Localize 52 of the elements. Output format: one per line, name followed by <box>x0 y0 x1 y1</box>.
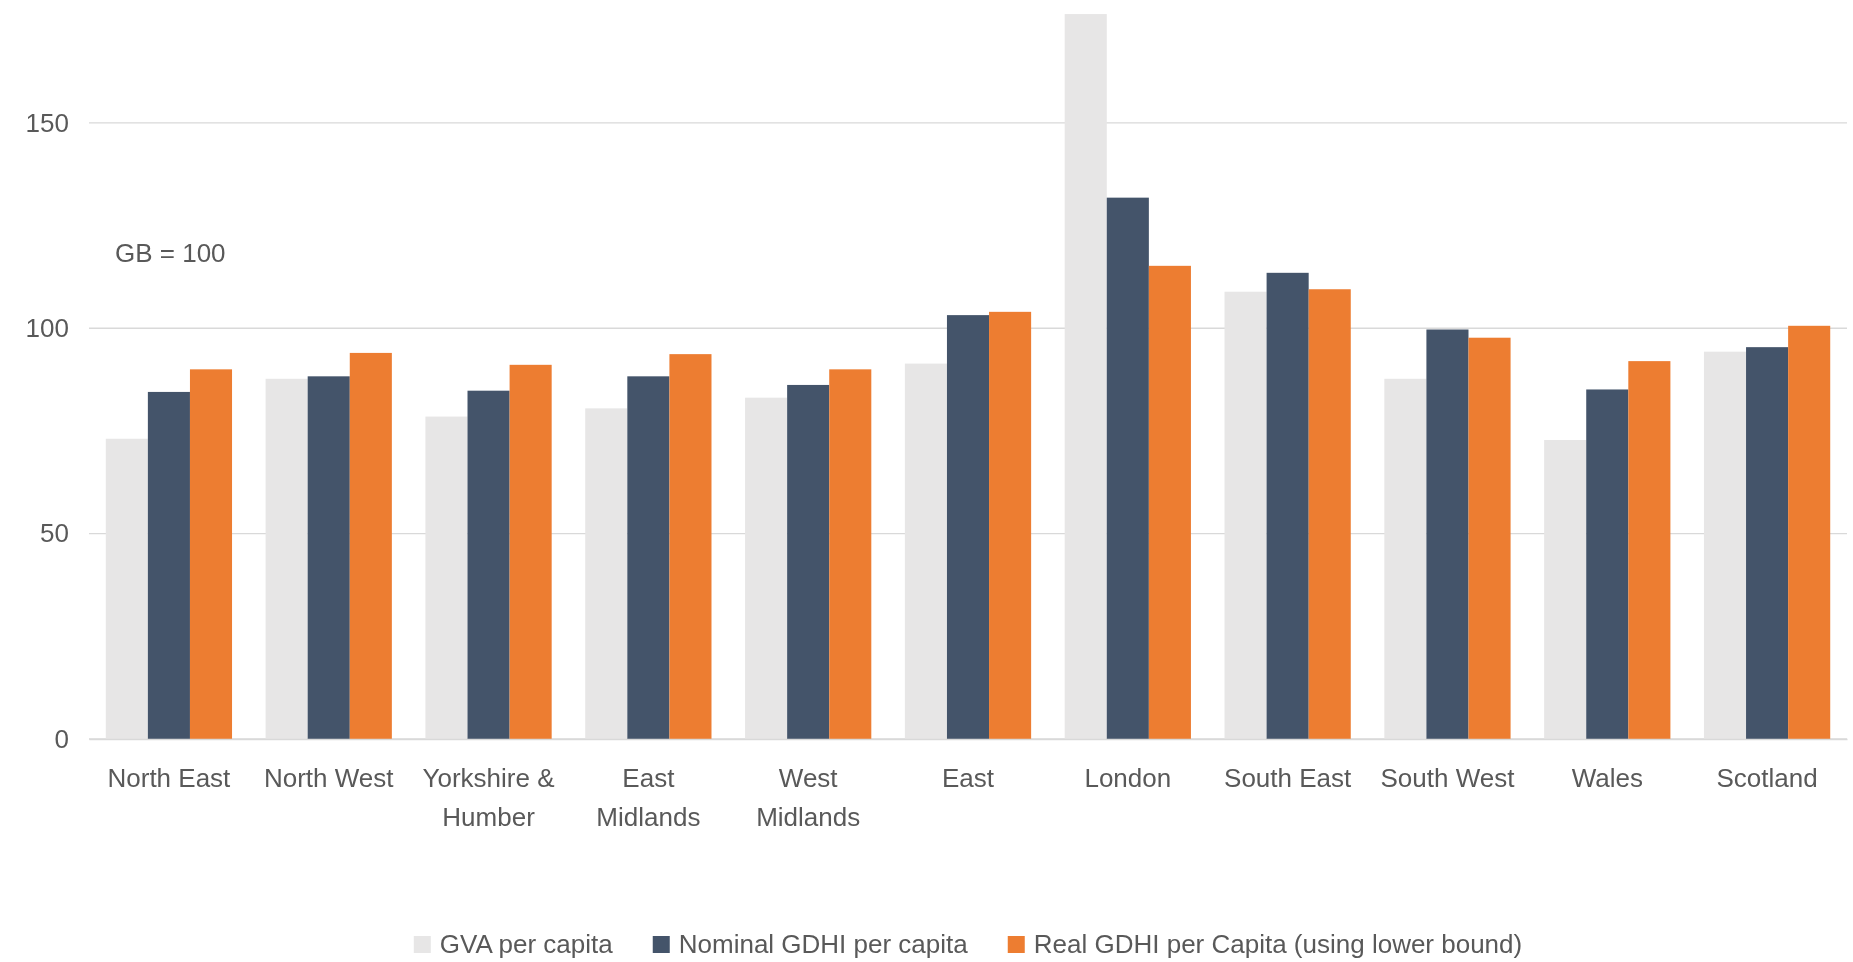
x-tick-label: Wales <box>1571 763 1643 793</box>
x-tick-label: West Midlands <box>756 763 861 832</box>
bar <box>1384 378 1427 739</box>
x-tick-label: London <box>1084 763 1172 793</box>
bar <box>1224 291 1267 739</box>
bar <box>1628 361 1671 739</box>
y-tick-label: 50 <box>40 518 69 549</box>
bar <box>1064 14 1107 739</box>
bar <box>467 390 510 739</box>
y-tick-label: 150 <box>25 107 69 138</box>
bar <box>904 363 947 739</box>
bar <box>829 369 872 739</box>
x-tick-label: East Midlands <box>596 763 701 832</box>
bar <box>349 352 392 739</box>
bar <box>1106 197 1149 739</box>
annotation: GB = 100 <box>115 238 226 268</box>
x-tick-label: East <box>941 763 995 793</box>
bar <box>1788 325 1831 739</box>
x-tick-label: North East <box>107 763 232 793</box>
bar <box>1148 265 1191 739</box>
bar <box>1266 272 1309 739</box>
bar <box>1703 351 1747 739</box>
bar <box>1468 337 1511 739</box>
bar <box>425 416 468 739</box>
bar <box>1746 347 1789 739</box>
y-tick-label: 0 <box>54 723 69 754</box>
bar <box>105 438 148 739</box>
x-tick-label: North West <box>263 763 395 793</box>
legend-label: Real GDHI per Capita (using lower bound) <box>1033 929 1523 959</box>
legend-label: Nominal GDHI per capita <box>678 929 969 959</box>
legend-label: GVA per capita <box>439 929 614 959</box>
x-tick-label: Scotland <box>1716 763 1818 793</box>
x-tick-label: Yorkshire & Humber <box>422 763 555 832</box>
bar <box>669 354 712 739</box>
x-tick-label: South West <box>1380 763 1516 793</box>
bar <box>265 378 308 739</box>
bar <box>509 364 552 739</box>
bar <box>1426 329 1469 739</box>
bar <box>946 315 990 739</box>
x-tick-label: South East <box>1224 763 1353 793</box>
bar <box>627 376 670 739</box>
bar <box>189 369 233 739</box>
bar <box>1586 389 1629 739</box>
bar <box>147 391 190 739</box>
bar <box>1308 289 1351 739</box>
bar <box>585 408 628 739</box>
bar <box>307 376 350 739</box>
bar <box>745 397 788 739</box>
y-tick-label: 100 <box>25 313 69 344</box>
bar <box>989 311 1032 739</box>
bar <box>787 384 830 739</box>
bar <box>1544 439 1587 739</box>
